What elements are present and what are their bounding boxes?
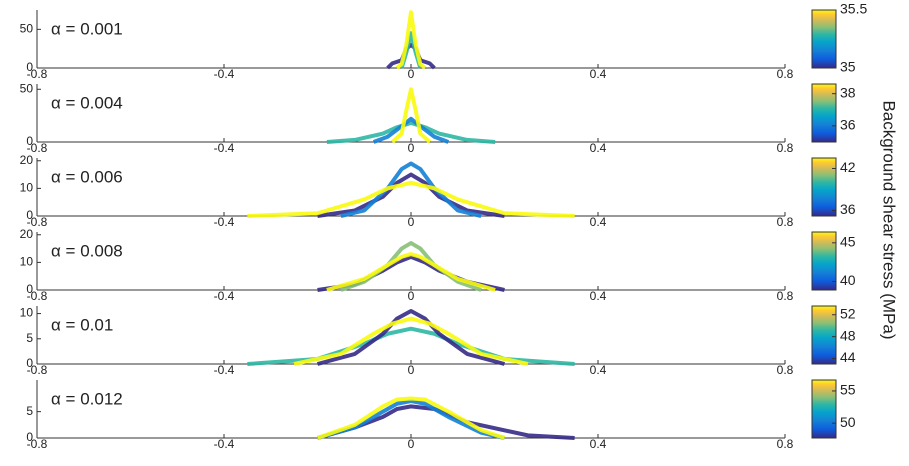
y-tick-label: 0 — [26, 282, 33, 296]
y-tick-label: 10 — [20, 181, 34, 195]
colorbar-tick-label: 35 — [840, 59, 856, 75]
x-tick-label: -0.8 — [27, 289, 48, 303]
x-tick-label: 0.8 — [777, 289, 794, 303]
x-tick-label: -0.8 — [27, 437, 48, 451]
x-tick-label: 0 — [408, 289, 415, 303]
x-tick-label: 0.8 — [777, 141, 794, 155]
curve — [293, 316, 529, 366]
y-tick-label: 0 — [26, 134, 33, 148]
y-tick-label: 20 — [20, 227, 34, 241]
colorbar-tick-label: 42 — [840, 159, 856, 175]
curve — [316, 396, 506, 440]
x-tick-label: -0.8 — [27, 215, 48, 229]
annotation: α = 0.01 — [51, 315, 113, 334]
colorbar-tick-label: 52 — [840, 305, 856, 321]
annotation: α = 0.012 — [51, 389, 123, 408]
curve — [316, 399, 505, 440]
y-tick-label: 20 — [20, 153, 34, 167]
colorbar-tick-label: 50 — [840, 414, 856, 430]
colorbar-tick-label: 48 — [840, 327, 856, 343]
x-tick-label: 0.8 — [777, 67, 794, 81]
x-tick-label: 0 — [408, 437, 415, 451]
colorbar-tick-label: 40 — [840, 272, 856, 288]
curve — [340, 161, 482, 218]
x-tick-label: 0.4 — [590, 363, 607, 377]
annotation: α = 0.006 — [51, 167, 123, 186]
x-tick-label: 0.8 — [777, 363, 794, 377]
curve — [317, 172, 505, 218]
x-tick-label: -0.4 — [214, 437, 235, 451]
colorbar — [811, 379, 837, 439]
curve — [395, 10, 427, 70]
annotation: α = 0.001 — [51, 19, 123, 38]
y-tick-label: 0 — [26, 60, 33, 74]
x-tick-label: -0.4 — [214, 289, 235, 303]
curve — [372, 116, 450, 144]
x-tick-label: -0.4 — [214, 67, 235, 81]
x-tick-label: 0.4 — [590, 141, 607, 155]
x-tick-label: 0.4 — [590, 289, 607, 303]
x-tick-label: -0.8 — [27, 363, 48, 377]
colorbar-tick-label: 36 — [840, 117, 856, 133]
x-tick-label: 0 — [408, 67, 415, 81]
x-tick-label: 0.4 — [590, 67, 607, 81]
curve — [390, 87, 432, 144]
colorbar — [811, 305, 837, 365]
colorbar — [811, 157, 837, 217]
curve — [386, 42, 436, 70]
curve — [316, 309, 506, 366]
y-tick-label: 5 — [26, 404, 33, 418]
colorbar-tick-label: 55 — [840, 382, 856, 398]
annotation: α = 0.008 — [51, 241, 123, 260]
x-tick-label: -0.8 — [27, 67, 48, 81]
colorbar-tick-label: 36 — [840, 201, 856, 217]
x-tick-label: 0 — [408, 215, 415, 229]
colorbar — [811, 9, 837, 69]
colorbar-tick-label: 45 — [840, 234, 856, 250]
x-tick-label: 0 — [408, 363, 415, 377]
x-tick-label: 0.8 — [777, 215, 794, 229]
y-tick-label: 50 — [20, 22, 34, 36]
curve — [326, 121, 496, 144]
y-tick-label: 50 — [20, 81, 34, 95]
x-tick-label: -0.4 — [214, 215, 235, 229]
curve — [247, 326, 575, 366]
colorbar — [811, 83, 837, 143]
y-tick-label: 0 — [26, 430, 33, 444]
colorbar-tick-label: 38 — [840, 84, 856, 100]
y-tick-label: 5 — [26, 331, 33, 345]
x-tick-label: -0.4 — [214, 141, 235, 155]
x-tick-label: 0 — [408, 141, 415, 155]
y-tick-label: 0 — [26, 208, 33, 222]
y-tick-label: 0 — [26, 356, 33, 370]
x-tick-label: 0.4 — [590, 215, 607, 229]
curve — [340, 241, 482, 292]
colorbar-label: Background shear stress (MPa) — [880, 100, 899, 339]
colorbar-tick-label: 44 — [840, 349, 856, 365]
y-tick-label: 10 — [20, 306, 34, 320]
colorbar-tick-label: 35.5 — [840, 1, 867, 17]
colorbar — [811, 231, 837, 291]
x-tick-label: 0.4 — [590, 437, 607, 451]
y-tick-label: 10 — [20, 255, 34, 269]
annotation: α = 0.004 — [51, 93, 123, 112]
curve — [326, 252, 496, 292]
x-tick-label: -0.4 — [214, 363, 235, 377]
x-tick-label: -0.8 — [27, 141, 48, 155]
curve — [247, 180, 575, 218]
x-tick-label: 0.8 — [777, 437, 794, 451]
